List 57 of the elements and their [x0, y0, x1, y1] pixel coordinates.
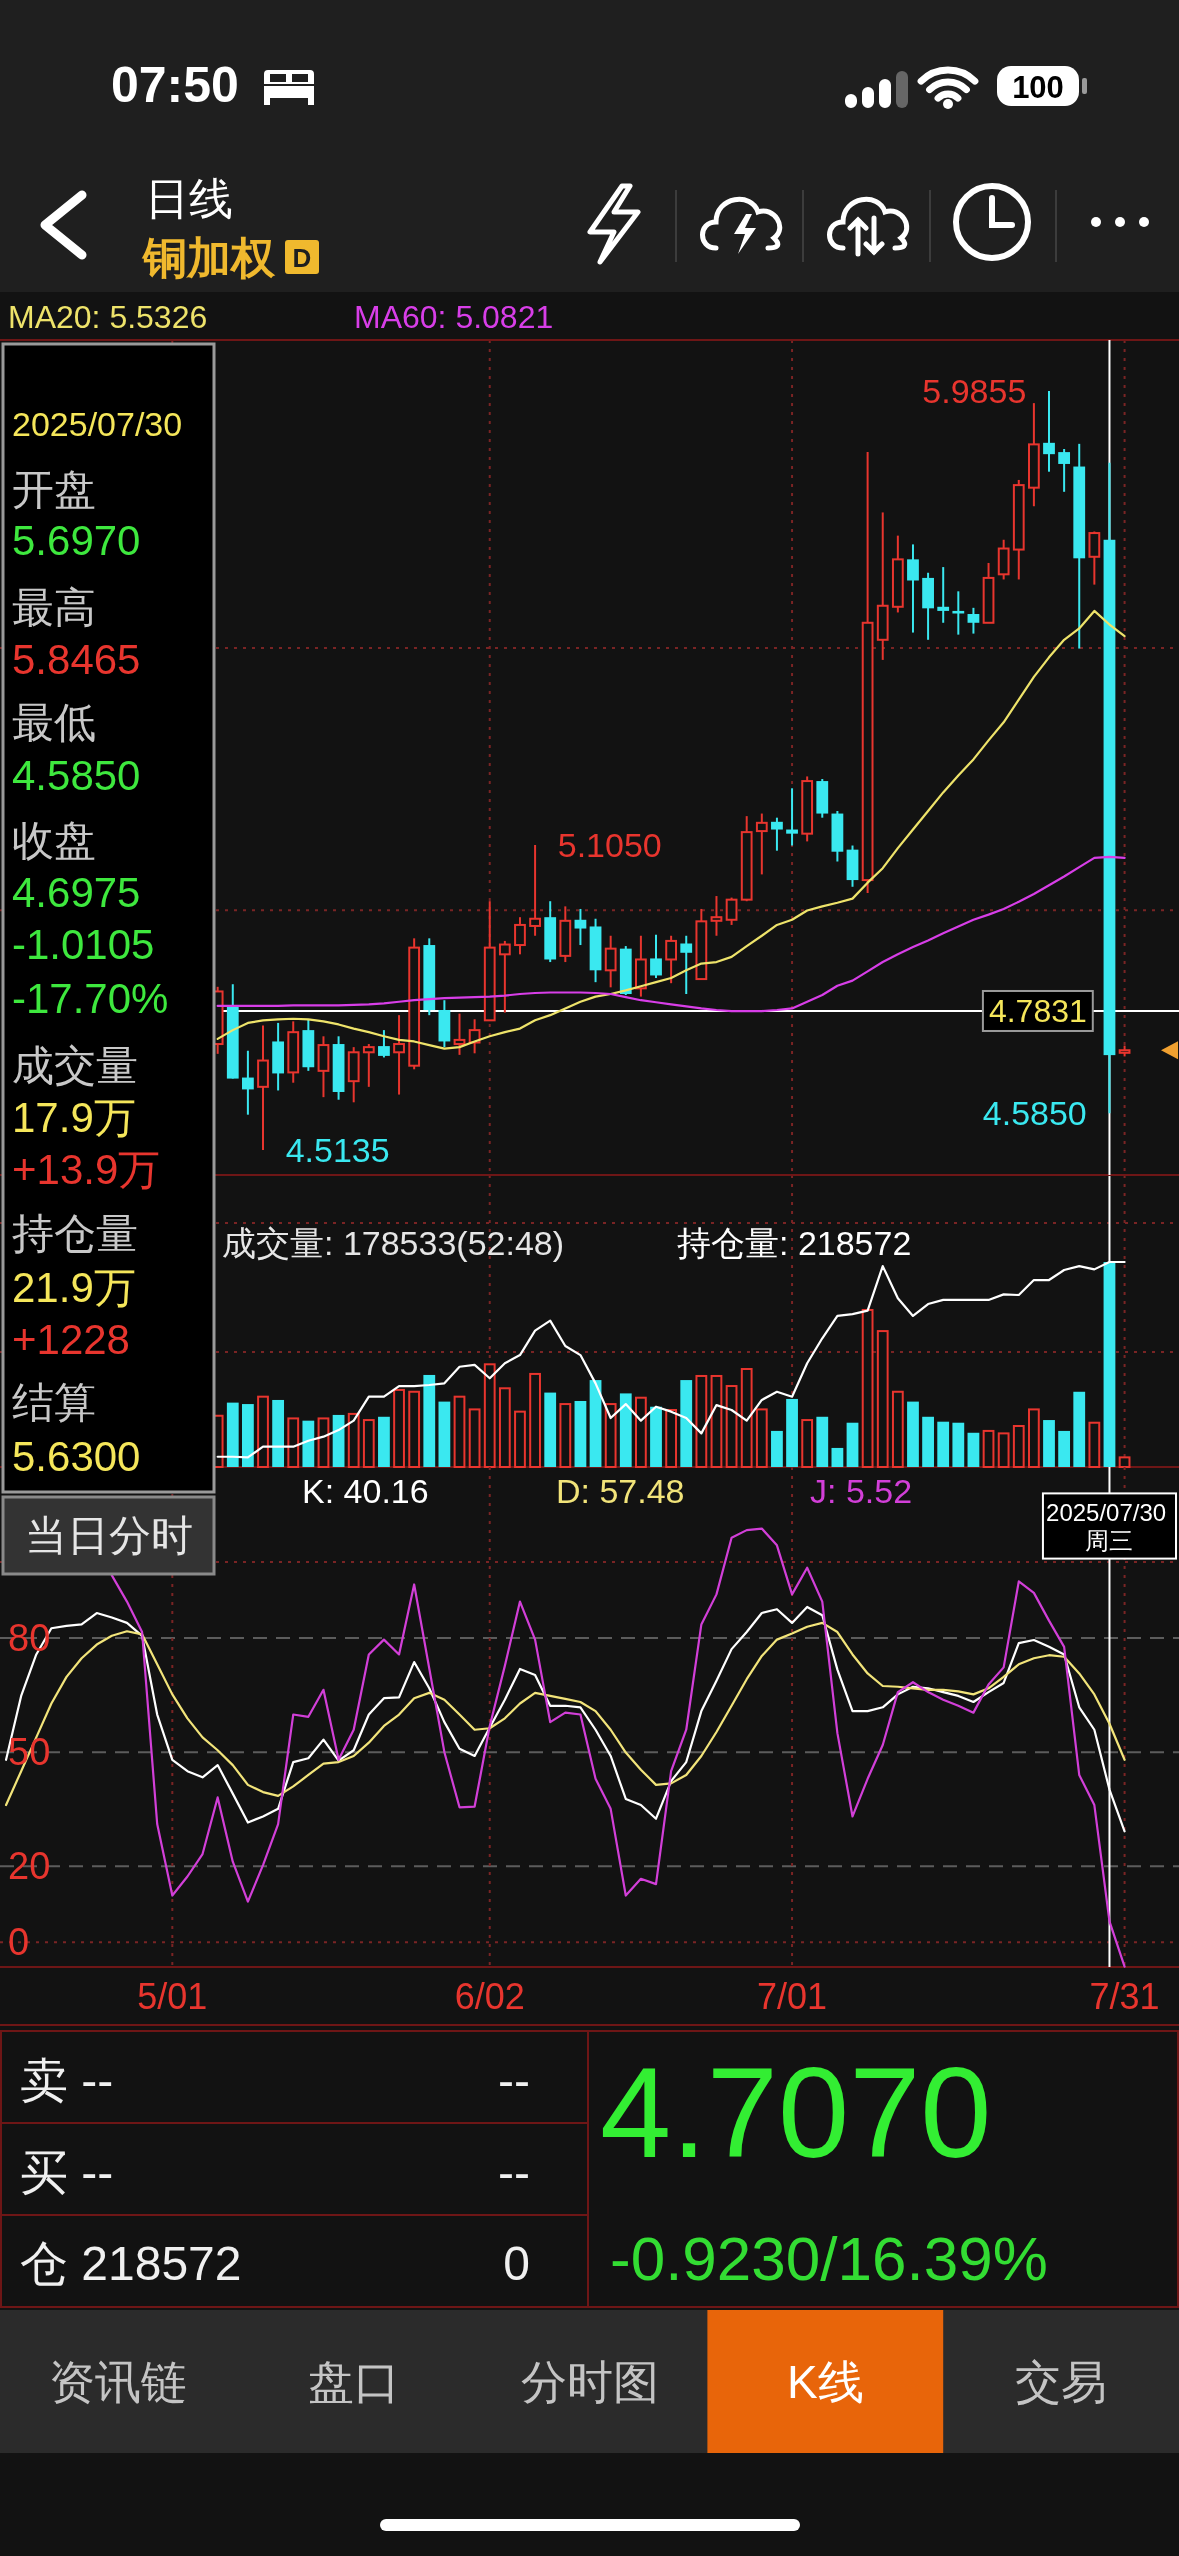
annotation: -17.70% [12, 974, 169, 1022]
text: 盘口 [307, 2356, 400, 2408]
text: 卖 -- [20, 2053, 114, 2107]
annotation: 4.5850 [982, 1094, 1087, 1133]
ref-line-label: 4.7831 [988, 992, 1087, 1029]
annotation: 开盘 [12, 465, 96, 513]
annotation: 5.6970 [12, 516, 141, 564]
annotation: +1228 [12, 1315, 130, 1363]
annotation: J: 5.52 [810, 1472, 913, 1510]
annotation: D: 57.48 [556, 1472, 685, 1510]
x-tick-label: 7/01 [757, 1975, 828, 2017]
y-tick-label: 20 [8, 1845, 51, 1888]
text: 铜加权 [141, 232, 276, 282]
text: 100 [1012, 69, 1064, 105]
text: -- [498, 2053, 530, 2107]
annotation: 成交量: 178533(52:48) [222, 1224, 565, 1262]
annotation: 2025/07/30 [12, 405, 183, 443]
annotation: 17.9万 [12, 1093, 136, 1141]
annotation: 持仓量: 218572 [677, 1224, 912, 1262]
annotation: 5.8465 [12, 635, 141, 683]
annotation: 4.5850 [12, 751, 141, 799]
annotation: K: 40.16 [302, 1472, 429, 1510]
text: K线 [786, 2356, 864, 2408]
x-tick-label: 7/31 [1089, 1975, 1160, 2017]
annotation: 5.1050 [557, 826, 662, 865]
text: 资讯链 [48, 2356, 187, 2408]
annotation: 收盘 [12, 816, 96, 864]
annotation: 5.6300 [12, 1432, 141, 1480]
y-tick-label: 0 [8, 1921, 30, 1964]
text: 0 [503, 2236, 530, 2290]
annotation: 成交量 [12, 1041, 138, 1089]
text: 交易 [1015, 2356, 1108, 2408]
annotation: +13.9万 [12, 1145, 161, 1193]
text: 买 -- [20, 2145, 114, 2199]
x-tick-label: 6/02 [454, 1975, 525, 2017]
text: 仓 218572 [20, 2236, 242, 2290]
x-tick-label: 5/01 [137, 1975, 208, 2017]
text: -- [498, 2145, 530, 2199]
text: 07:50 [111, 57, 239, 113]
annotation: 21.9万 [12, 1263, 136, 1311]
annotation: 当日分时 [24, 1512, 193, 1559]
text: 持仓量 [12, 1209, 138, 1257]
annotation: 最低 [12, 698, 96, 746]
annotation: 结算 [12, 1378, 96, 1426]
text: MA20: 5.5326 [8, 299, 208, 335]
annotation: 5.9855 [922, 372, 1027, 410]
x-tick-label: 2025/07/30 周三 [1046, 1498, 1173, 1554]
annotation: 4.6975 [12, 868, 141, 916]
text: 4.7070 [600, 2040, 992, 2184]
text: D [292, 243, 312, 273]
text: MA60: 5.0821 [354, 299, 554, 335]
text: 分时图 [520, 2356, 659, 2408]
annotation: 4.5135 [285, 1131, 390, 1169]
annotation: 最高 [12, 583, 96, 631]
text: 日线 [145, 173, 233, 223]
annotation: -1.0105 [12, 920, 155, 968]
text: -0.9230/16.39% [610, 2223, 1048, 2293]
